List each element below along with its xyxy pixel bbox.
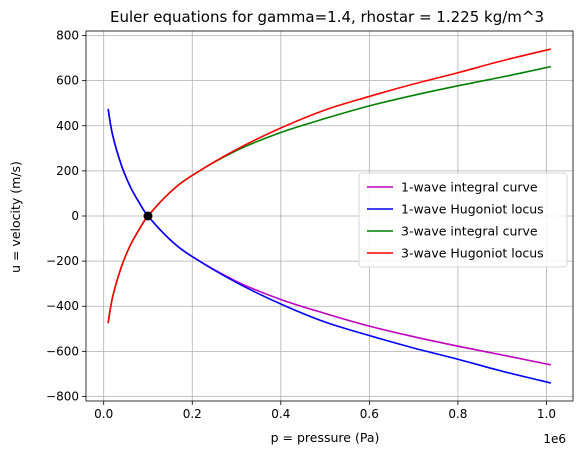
legend-box — [358, 172, 568, 268]
y-axis-ticks: −800 −600 −400 −200 0 200 400 600 800 — [46, 29, 86, 403]
legend-entry: 1-wave integral curve — [401, 180, 538, 195]
curve-3-wave-hugoniot — [107, 48, 552, 324]
x-tick-label: 0.6 — [360, 407, 379, 421]
state-marker-point — [143, 211, 153, 221]
x-tick-label: 1.0 — [537, 407, 556, 421]
x-tick-label: 0.8 — [448, 407, 467, 421]
y-tick-label: 200 — [56, 164, 79, 178]
y-tick-label: 400 — [56, 119, 79, 133]
y-tick-label: −600 — [46, 344, 79, 358]
x-tick-label: 0.0 — [94, 407, 113, 421]
x-tick-label: 0.4 — [271, 407, 290, 421]
y-axis-label: u = velocity (m/s) — [8, 161, 23, 273]
y-tick-label: −400 — [46, 299, 79, 313]
legend-entry: 1-wave Hugoniot locus — [401, 202, 544, 217]
y-tick-label: 0 — [71, 209, 79, 223]
x-axis-offset-label: 1e6 — [543, 432, 566, 446]
curves — [107, 48, 552, 384]
chart-title: Euler equations for gamma=1.4, rhostar =… — [110, 8, 544, 26]
legend: 1-wave integral curve 1-wave Hugoniot loc… — [358, 172, 568, 268]
x-axis-ticks: 0.0 0.2 0.4 0.6 0.8 1.0 — [94, 401, 556, 421]
y-tick-label: −800 — [46, 389, 79, 403]
legend-entry: 3-wave Hugoniot locus — [401, 246, 544, 261]
y-tick-label: 600 — [56, 74, 79, 88]
y-tick-label: −200 — [46, 254, 79, 268]
y-tick-label: 800 — [56, 29, 79, 43]
curve-1-wave-hugoniot — [107, 108, 552, 384]
x-axis-label: p = pressure (Pa) — [271, 430, 380, 445]
x-tick-label: 0.2 — [183, 407, 202, 421]
legend-entry: 3-wave integral curve — [401, 224, 538, 239]
